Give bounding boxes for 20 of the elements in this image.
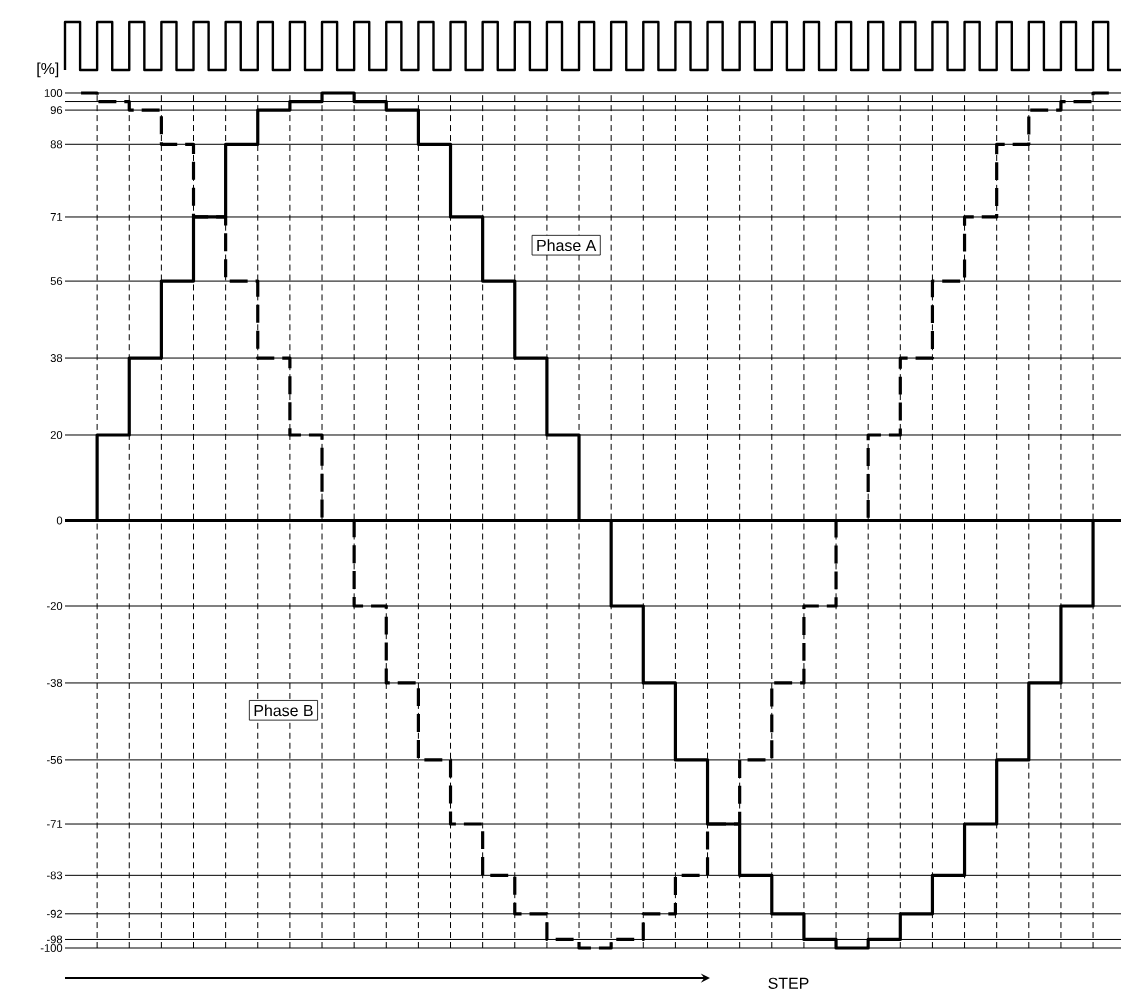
y-tick-label: 56	[50, 277, 63, 286]
text: Phase A	[537, 239, 597, 252]
y-tick-label: -92	[46, 909, 63, 918]
y-tick-label: -71	[46, 820, 63, 828]
y-tick-label: 38	[50, 354, 63, 362]
y-tick-label: 100	[44, 89, 63, 97]
y-tick-label: 96	[50, 106, 63, 115]
y-tick-label: -38	[46, 679, 63, 687]
y-tick-label: 71	[50, 213, 63, 221]
y-tick-label: -83	[46, 871, 63, 880]
y-axis-title: [%]	[37, 62, 59, 78]
x-axis-title: STEP	[768, 977, 809, 989]
y-tick-label: -20	[46, 602, 63, 610]
y-tick-label: 20	[50, 431, 63, 439]
y-tick-label: 0	[56, 516, 63, 525]
y-tick-label: 88	[50, 140, 63, 149]
text: Phase B	[254, 704, 313, 717]
y-tick-label: -100	[40, 944, 63, 952]
y-tick-label: -98	[46, 935, 63, 944]
y-tick-label: -56	[46, 755, 63, 764]
